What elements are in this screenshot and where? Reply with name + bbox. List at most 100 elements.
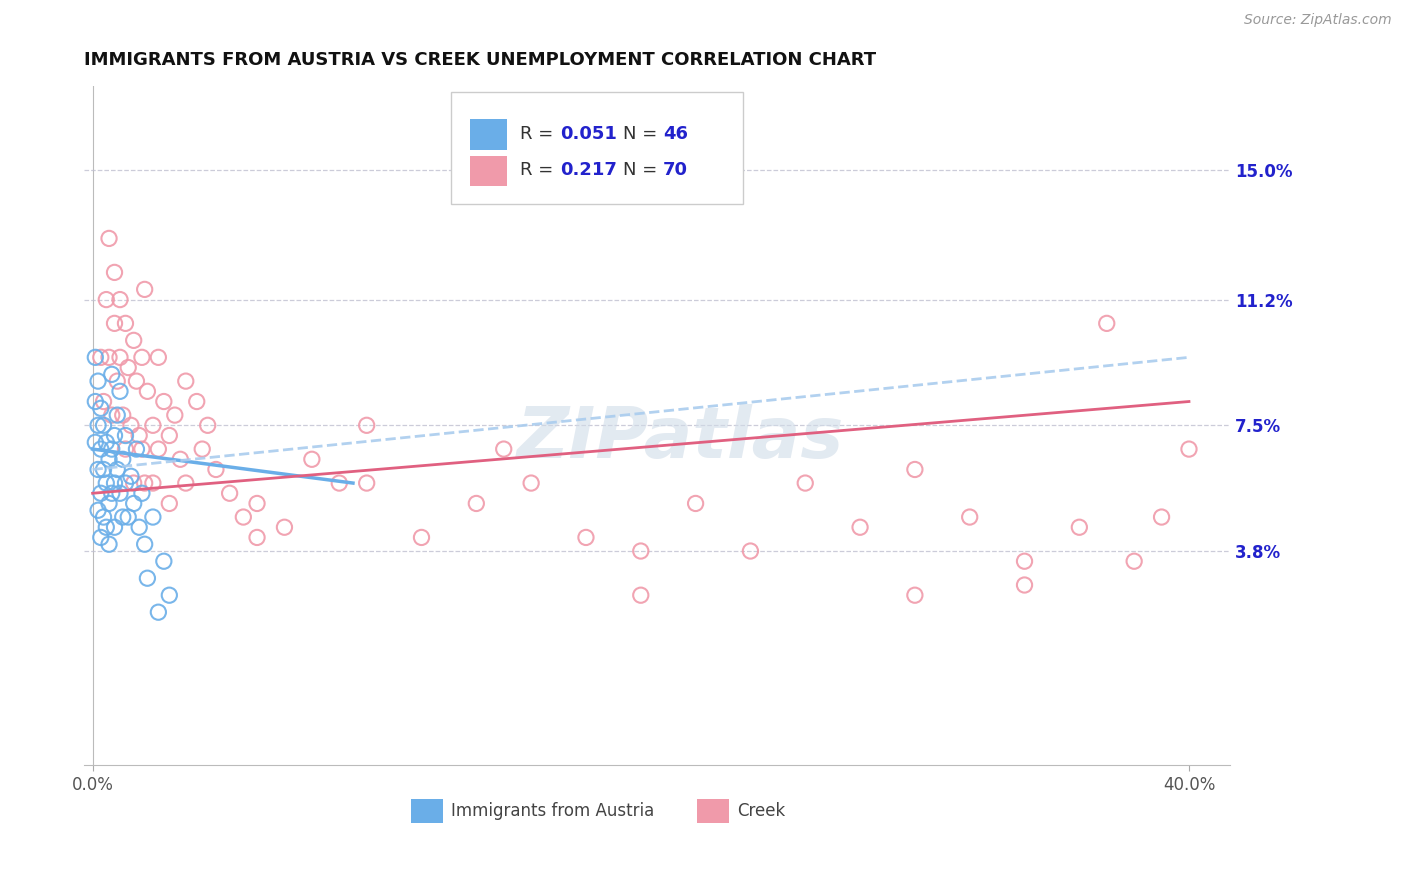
Point: [105, 374, 128, 388]
Point: [174, 374, 197, 388]
Point: [100, 486, 122, 500]
Text: 0.217: 0.217: [560, 161, 617, 179]
Point: [105, 462, 128, 476]
Point: [849, 520, 872, 534]
Point: [630, 544, 652, 558]
Point: [98, 231, 121, 245]
Text: R =: R =: [520, 161, 558, 179]
Point: [142, 418, 165, 433]
Point: [134, 537, 156, 551]
Text: 46: 46: [664, 126, 688, 144]
Point: [411, 531, 433, 545]
Point: [114, 476, 136, 491]
Point: [103, 428, 125, 442]
Point: [131, 486, 153, 500]
Point: [169, 452, 191, 467]
Point: [122, 334, 145, 348]
Point: [157, 588, 180, 602]
Point: [108, 351, 131, 365]
Point: [111, 452, 134, 467]
Point: [90, 486, 112, 500]
Point: [108, 486, 131, 500]
Text: R =: R =: [520, 126, 558, 144]
Point: [356, 476, 378, 491]
Point: [105, 408, 128, 422]
Point: [98, 496, 121, 510]
Point: [134, 282, 156, 296]
Point: [98, 537, 121, 551]
Point: [157, 496, 180, 510]
Text: N =: N =: [623, 126, 662, 144]
Point: [120, 469, 142, 483]
Point: [1178, 442, 1201, 456]
Text: Immigrants from Austria: Immigrants from Austria: [451, 802, 654, 820]
Point: [84, 351, 107, 365]
FancyBboxPatch shape: [451, 92, 744, 204]
Point: [103, 265, 125, 279]
Point: [90, 531, 112, 545]
Point: [103, 520, 125, 534]
Point: [111, 408, 134, 422]
Point: [301, 452, 323, 467]
Point: [157, 428, 180, 442]
Point: [84, 435, 107, 450]
Point: [90, 401, 112, 416]
Point: [630, 588, 652, 602]
Point: [794, 476, 817, 491]
Point: [96, 435, 118, 450]
Point: [90, 351, 112, 365]
Point: [246, 496, 269, 510]
Point: [131, 351, 153, 365]
Point: [114, 317, 136, 331]
Point: [96, 293, 118, 307]
Point: [904, 588, 927, 602]
Point: [232, 510, 254, 524]
Text: N =: N =: [623, 161, 662, 179]
Point: [1150, 510, 1173, 524]
Text: IMMIGRANTS FROM AUSTRIA VS CREEK UNEMPLOYMENT CORRELATION CHART: IMMIGRANTS FROM AUSTRIA VS CREEK UNEMPLO…: [84, 51, 876, 69]
Point: [125, 374, 148, 388]
Point: [356, 418, 378, 433]
Point: [246, 531, 269, 545]
Point: [93, 394, 115, 409]
Text: ZIPatlas: ZIPatlas: [516, 404, 844, 474]
Point: [93, 418, 115, 433]
Point: [148, 442, 170, 456]
Point: [142, 476, 165, 491]
Point: [273, 520, 295, 534]
Point: [108, 293, 131, 307]
Text: 0.051: 0.051: [560, 126, 617, 144]
Point: [87, 462, 110, 476]
Point: [148, 605, 170, 619]
Point: [174, 476, 197, 491]
Point: [191, 442, 214, 456]
Point: [87, 418, 110, 433]
Point: [108, 384, 131, 399]
Point: [136, 384, 159, 399]
Point: [218, 486, 240, 500]
Point: [98, 351, 121, 365]
Point: [1123, 554, 1146, 568]
Point: [134, 476, 156, 491]
Point: [1014, 554, 1036, 568]
Point: [1014, 578, 1036, 592]
Point: [328, 476, 350, 491]
Point: [98, 452, 121, 467]
Point: [520, 476, 543, 491]
Point: [740, 544, 762, 558]
Point: [114, 428, 136, 442]
FancyBboxPatch shape: [471, 155, 508, 186]
Point: [87, 374, 110, 388]
Point: [111, 510, 134, 524]
Point: [131, 442, 153, 456]
Text: Source: ZipAtlas.com: Source: ZipAtlas.com: [1244, 13, 1392, 28]
Text: 70: 70: [664, 161, 688, 179]
Point: [87, 503, 110, 517]
FancyBboxPatch shape: [471, 120, 508, 150]
FancyBboxPatch shape: [697, 799, 730, 822]
Point: [96, 520, 118, 534]
Point: [186, 394, 208, 409]
Point: [96, 476, 118, 491]
Point: [103, 317, 125, 331]
Point: [122, 496, 145, 510]
